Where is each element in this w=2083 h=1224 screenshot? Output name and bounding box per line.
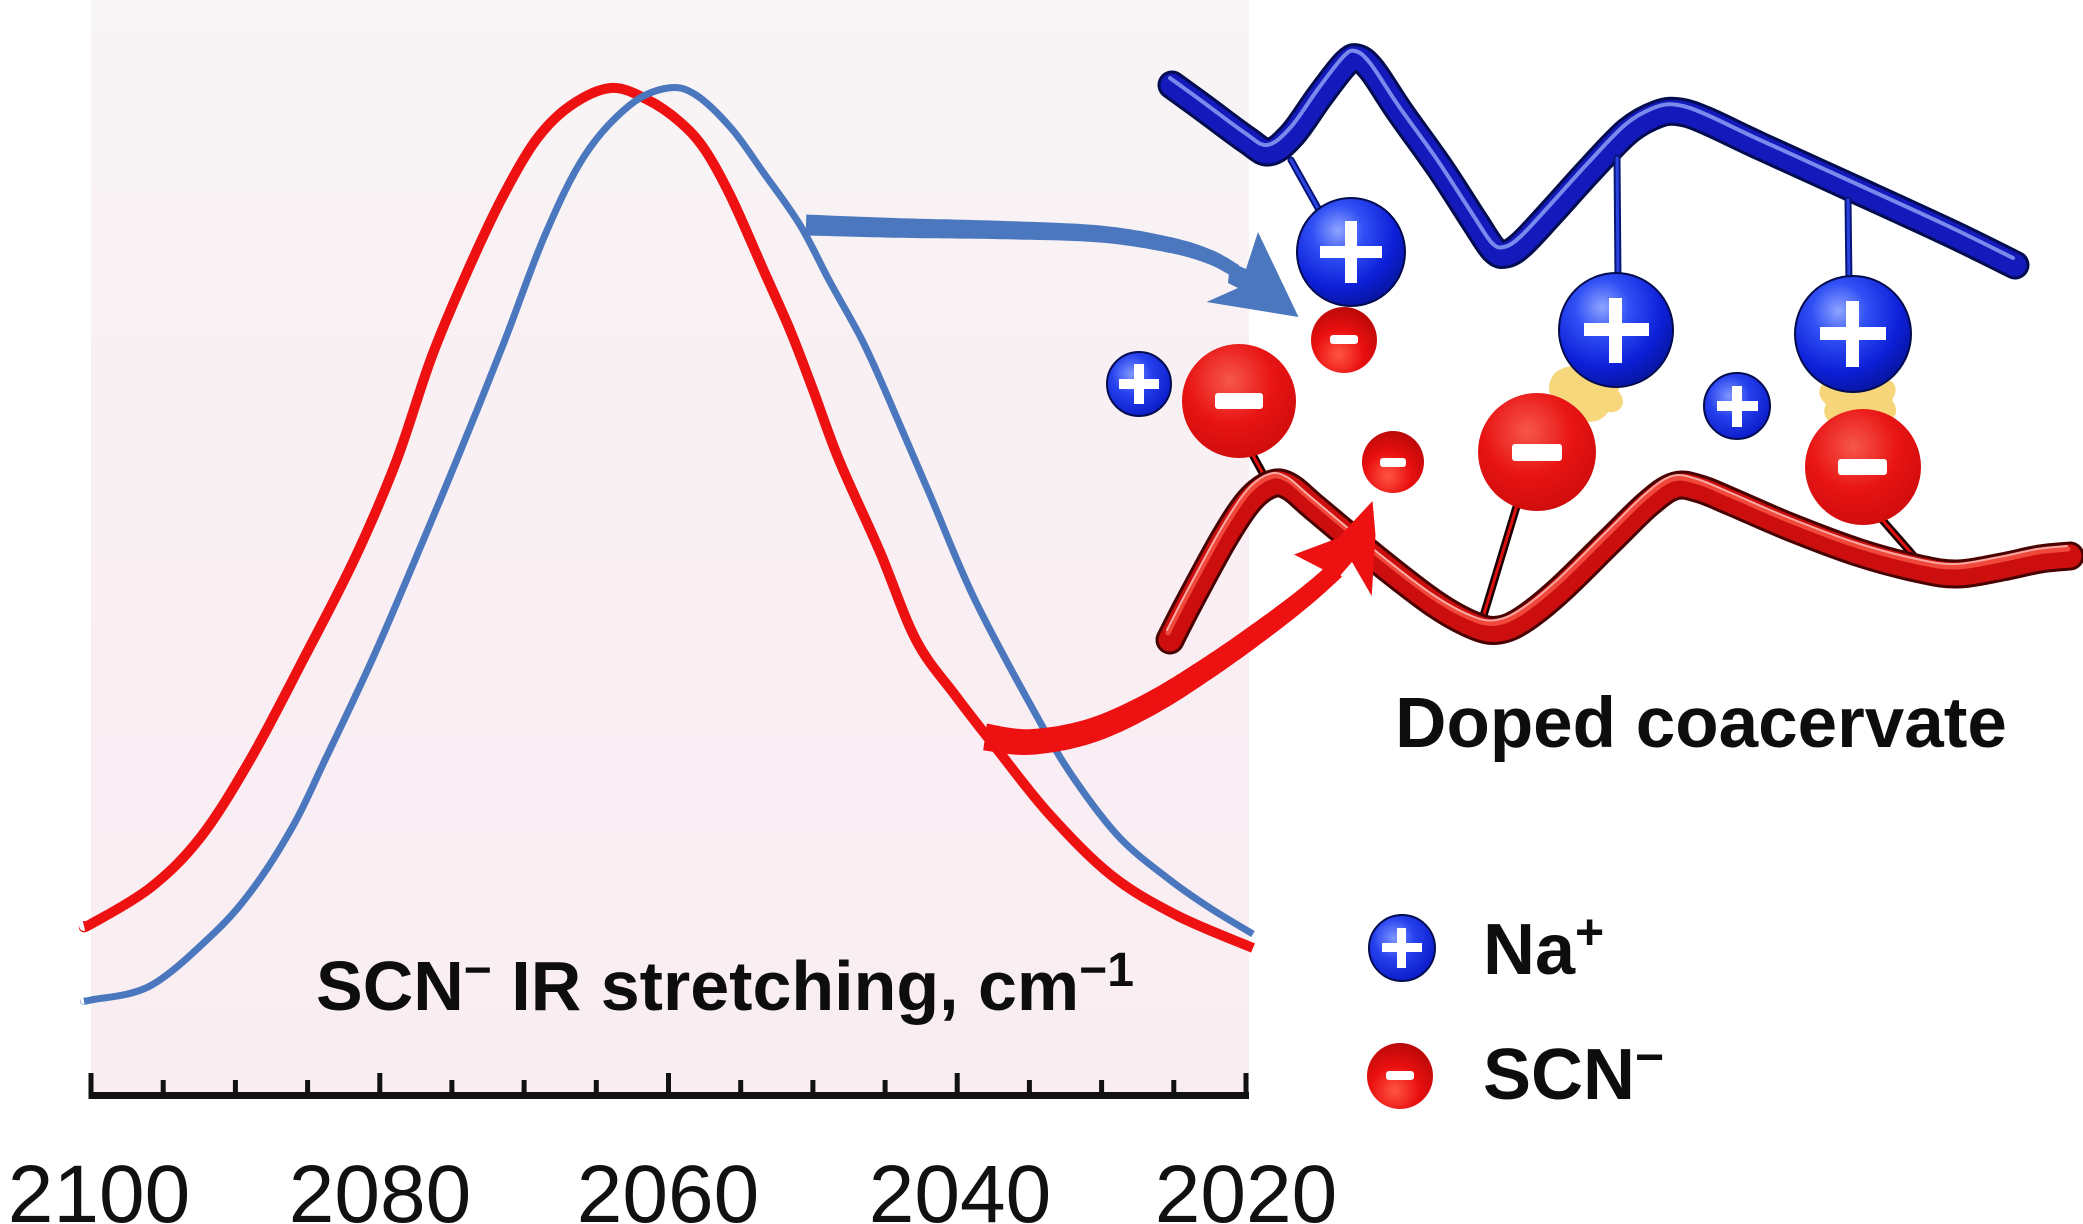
svg-text:Na+: Na+ xyxy=(1483,904,1604,990)
svg-text:2020: 2020 xyxy=(1155,1149,1337,1224)
svg-text:Doped coacervate: Doped coacervate xyxy=(1395,684,2007,763)
svg-text:2040: 2040 xyxy=(869,1149,1051,1224)
svg-text:2080: 2080 xyxy=(289,1149,471,1224)
svg-text:SCN−: SCN− xyxy=(1483,1029,1664,1115)
svg-text:2100: 2100 xyxy=(8,1149,190,1224)
svg-text:2060: 2060 xyxy=(577,1149,759,1224)
svg-text:SCN− IR stretching, cm−1: SCN− IR stretching, cm−1 xyxy=(316,944,1134,1025)
